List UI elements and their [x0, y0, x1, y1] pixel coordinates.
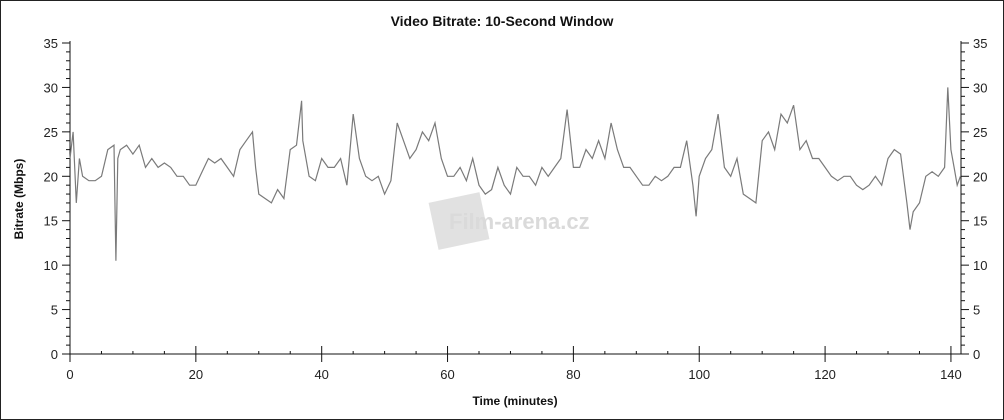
- x-tick-label: 80: [566, 367, 580, 382]
- x-tick-label: 100: [688, 367, 710, 382]
- x-axis-label: Time (minutes): [472, 394, 557, 408]
- y-tick-label-left: 30: [44, 80, 58, 95]
- y-tick-label-right: 20: [973, 169, 987, 184]
- x-tick-label: 60: [440, 367, 454, 382]
- y-tick-label-right: 5: [973, 303, 980, 318]
- x-tick-label: 0: [66, 367, 73, 382]
- y-tick-label-right: 0: [973, 347, 980, 362]
- chart-title: Video Bitrate: 10-Second Window: [391, 13, 614, 29]
- watermark-logo: Film-arena.cz: [428, 192, 590, 250]
- y-tick-label-right: 15: [973, 214, 987, 229]
- y-tick-label-left: 10: [44, 258, 58, 273]
- x-tick-label: 20: [189, 367, 203, 382]
- y-tick-label-left: 20: [44, 169, 58, 184]
- y-tick-label-right: 10: [973, 258, 987, 273]
- y-tick-label-right: 35: [973, 36, 987, 51]
- x-tick-label: 40: [314, 367, 328, 382]
- y-tick-label-left: 0: [51, 347, 58, 362]
- y-axis-label: Bitrate (Mbps): [12, 159, 26, 240]
- y-tick-label-left: 35: [44, 36, 58, 51]
- y-tick-label-left: 5: [51, 303, 58, 318]
- watermark-text: Film-arena.cz: [449, 209, 590, 234]
- y-tick-label-right: 30: [973, 80, 987, 95]
- x-tick-label: 140: [940, 367, 962, 382]
- x-tick-label: 120: [814, 367, 836, 382]
- y-tick-label-right: 25: [973, 125, 987, 140]
- y-tick-label-left: 25: [44, 125, 58, 140]
- y-tick-label-left: 15: [44, 214, 58, 229]
- bitrate-series-line: [69, 87, 961, 261]
